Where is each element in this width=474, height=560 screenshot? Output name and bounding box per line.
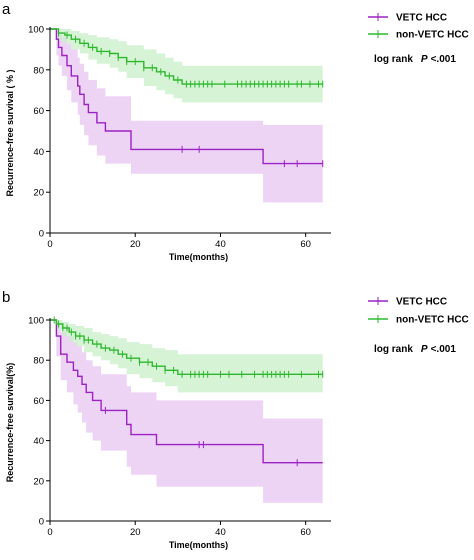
legend-label-nonvetc: non-VETC HCC — [396, 30, 469, 41]
p-value: <.001 — [431, 344, 457, 355]
ci-band-vetc — [50, 29, 323, 203]
y-tick-label: 20 — [33, 476, 44, 487]
p-symbol: P — [421, 54, 428, 65]
x-tick-label: 0 — [47, 527, 52, 538]
y-tick-label: 0 — [39, 229, 44, 240]
ci-band-nonvetc — [50, 320, 323, 399]
x-tick-label: 60 — [300, 527, 311, 538]
legend-label-vetc: VETC HCC — [396, 13, 447, 24]
legend: VETC HCC non-VETC HCC — [368, 13, 469, 41]
log-rank-prefix: log rank — [374, 54, 413, 65]
y-tick-label: 80 — [33, 65, 44, 76]
x-axis-title: Time(months) — [169, 540, 228, 550]
chart-panel-b: b 0 20 40 60 80 100 0 20 40 60 Time(months) Recurren… — [2, 289, 469, 550]
x-tick-label: 40 — [215, 527, 226, 538]
ci-band-vetc — [50, 320, 323, 503]
y-tick-label: 0 — [39, 517, 44, 528]
x-axis-title: Time(months) — [169, 252, 228, 262]
y-tick-label: 40 — [33, 147, 44, 158]
y-tick-label: 80 — [33, 356, 44, 367]
x-tick-label: 20 — [130, 239, 141, 250]
y-tick-label: 100 — [28, 25, 44, 36]
x-tick-label: 20 — [130, 527, 141, 538]
legend-label-nonvetc: non-VETC HCC — [396, 315, 469, 326]
y-tick-label: 20 — [33, 188, 44, 199]
log-rank-annotation: log rank P <.001 — [374, 54, 456, 65]
survival-curve-vetc — [50, 28, 323, 165]
y-tick-label: 100 — [28, 316, 44, 327]
p-value: <.001 — [431, 54, 457, 65]
y-axis-title: Recurrence-free survival ( % ) — [5, 69, 15, 196]
legend: VETC HCC non-VETC HCC — [368, 297, 469, 326]
log-rank-annotation: log rank P <.001 — [374, 344, 456, 355]
chart-panel-a: a 0 20 40 60 80 100 0 20 40 60 Time(months) Recurren… — [2, 1, 469, 262]
y-tick-label: 60 — [33, 106, 44, 117]
x-tick-label: 60 — [300, 239, 311, 250]
legend-label-vetc: VETC HCC — [396, 297, 447, 308]
survival-curve-vetc — [50, 319, 323, 464]
y-tick-label: 40 — [33, 436, 44, 447]
p-symbol: P — [421, 344, 428, 355]
y-tick-label: 60 — [33, 396, 44, 407]
x-tick-label: 0 — [47, 239, 52, 250]
panel-letter: b — [2, 289, 10, 306]
log-rank-prefix: log rank — [374, 344, 413, 355]
survival-curve-nonvetc — [50, 28, 323, 85]
y-axis-title: Recurrence-free survival(%) — [5, 363, 15, 483]
panel-letter: a — [2, 1, 11, 18]
x-tick-label: 40 — [215, 239, 226, 250]
